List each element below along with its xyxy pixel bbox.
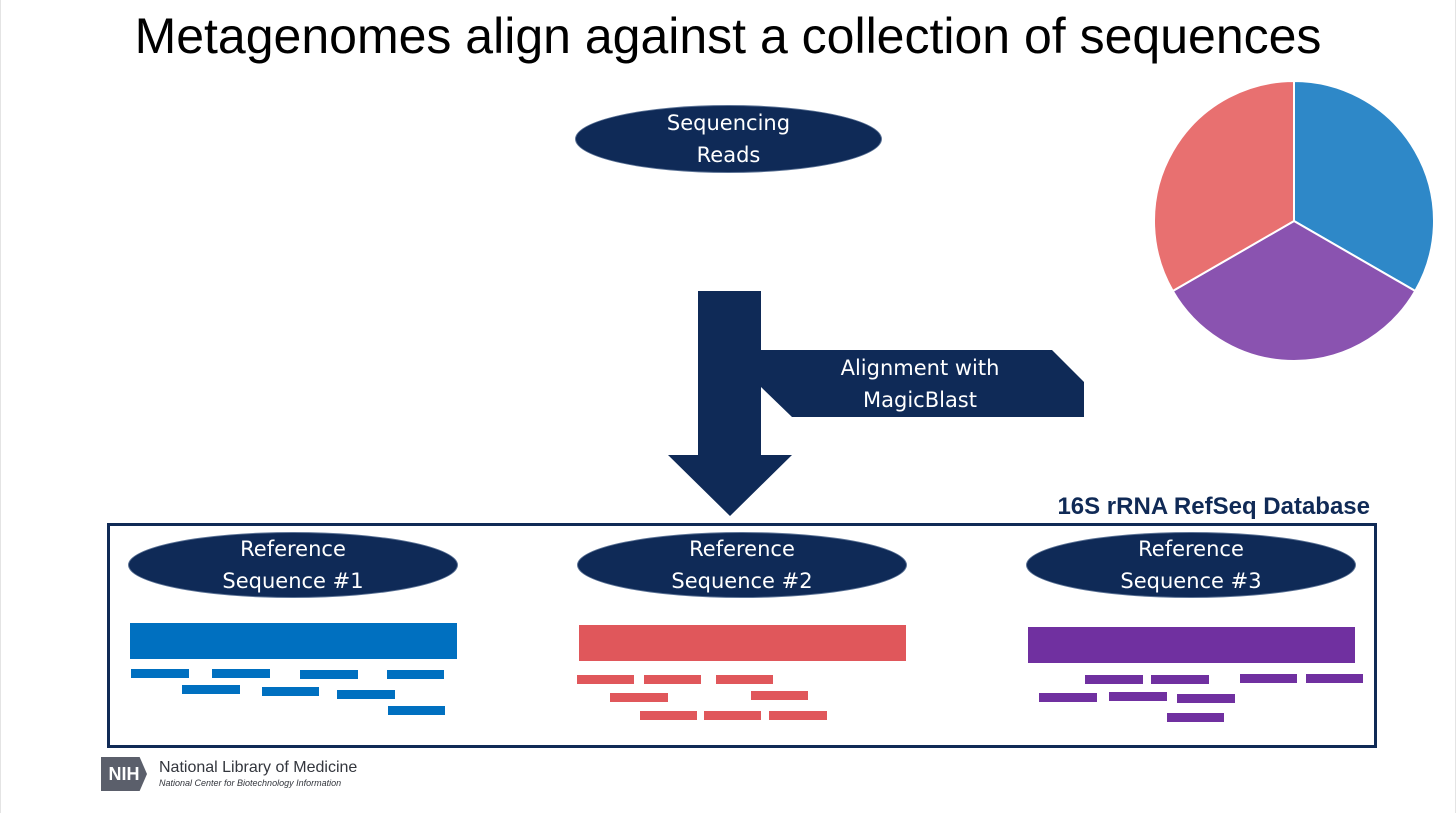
- reference-bar-2: [579, 625, 906, 661]
- alignment-callout-line2: MagicBlast: [863, 388, 977, 412]
- reference-oval-2: Reference Sequence #2: [577, 532, 907, 598]
- sequencing-reads-line2: Reads: [696, 143, 761, 167]
- sequencing-reads-oval: Sequencing Reads: [575, 105, 882, 173]
- alignment-callout-text: Alignment with MagicBlast: [795, 352, 1045, 416]
- library-name: National Library of Medicine: [159, 759, 358, 776]
- center-name: National Center for Biotechnology Inform…: [159, 778, 342, 788]
- reference-oval-1: Reference Sequence #1: [128, 532, 458, 598]
- read-1: [212, 669, 270, 678]
- read-3: [1306, 674, 1363, 683]
- read-2: [644, 675, 701, 684]
- alignment-callout-line1: Alignment with: [840, 356, 1000, 380]
- read-1: [262, 687, 319, 696]
- pie-chart: [1153, 79, 1435, 362]
- read-1: [300, 670, 358, 679]
- read-1: [131, 669, 189, 678]
- reference-3-line2: Sequence #3: [1120, 569, 1262, 593]
- read-1: [387, 670, 444, 679]
- read-3: [1109, 692, 1167, 701]
- reference-oval-3: Reference Sequence #3: [1026, 532, 1356, 598]
- read-2: [751, 691, 808, 700]
- read-1: [182, 685, 240, 694]
- nih-logo-mark: NIH: [101, 757, 147, 791]
- read-3: [1167, 713, 1224, 722]
- read-2: [704, 711, 761, 720]
- pie-slice-blue: [1293, 79, 1435, 293]
- read-3: [1177, 694, 1235, 703]
- reference-2-line1: Reference: [689, 537, 795, 561]
- read-3: [1039, 693, 1097, 702]
- reference-1-line2: Sequence #1: [222, 569, 364, 593]
- reference-bar-3: [1028, 627, 1355, 663]
- slide-left-edge: [0, 0, 1, 813]
- reference-bar-1: [130, 623, 457, 659]
- read-2: [640, 711, 697, 720]
- read-3: [1151, 675, 1209, 684]
- read-1: [388, 706, 445, 715]
- database-label: 16S rRNA RefSeq Database: [1057, 493, 1370, 520]
- read-2: [769, 711, 827, 720]
- read-2: [577, 675, 634, 684]
- alignment-callout-shape: [761, 350, 1084, 417]
- pie-slice-purple: [1171, 219, 1417, 362]
- read-3: [1085, 675, 1143, 684]
- database-box: [107, 523, 1377, 748]
- pie-slice-red: [1153, 79, 1295, 293]
- reference-3-line1: Reference: [1138, 537, 1244, 561]
- read-1: [337, 690, 395, 699]
- read-2: [610, 693, 668, 702]
- reference-2-line2: Sequence #2: [671, 569, 813, 593]
- read-2: [716, 675, 773, 684]
- reference-1-line1: Reference: [240, 537, 346, 561]
- down-arrow: [668, 291, 792, 516]
- sequencing-reads-line1: Sequencing: [666, 111, 791, 135]
- slide-title: Metagenomes align against a collection o…: [134, 8, 1322, 64]
- read-3: [1240, 674, 1297, 683]
